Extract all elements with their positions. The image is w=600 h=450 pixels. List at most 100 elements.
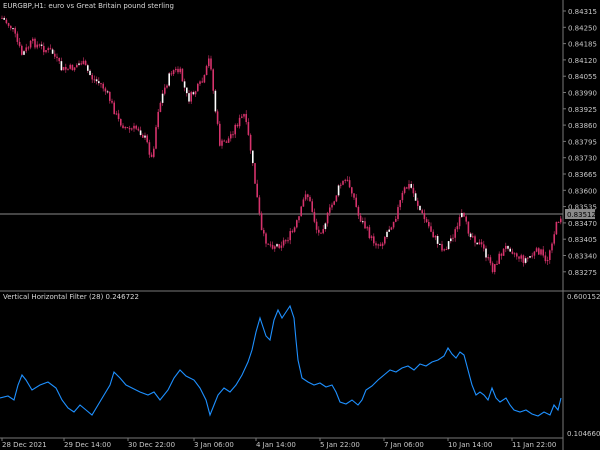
candle-body [304, 194, 307, 200]
candle-body [153, 148, 155, 157]
candle-body [249, 134, 252, 151]
candle-body [203, 74, 206, 83]
candle-body [454, 229, 456, 238]
time-tick-label: 30 Dec 22:00 [128, 441, 175, 449]
candle-body [461, 213, 463, 218]
candle-body [364, 221, 366, 229]
candle-body [476, 242, 478, 245]
candle-body [346, 179, 349, 181]
price-tick-label: 0.84120 [568, 57, 597, 65]
candle-body [540, 249, 542, 255]
candle-body [212, 69, 214, 91]
candle-body [269, 244, 272, 246]
chart-title: EURGBP,H1: euro vs Great Britain pound s… [3, 2, 174, 10]
candle-body [155, 127, 157, 149]
candle-body [214, 90, 217, 112]
candle-body [208, 58, 210, 67]
candle-body [199, 81, 201, 84]
candle-body [117, 113, 120, 120]
candle-body [14, 28, 16, 34]
candle-body [78, 63, 80, 65]
candle-body [54, 53, 56, 57]
candle-body [263, 230, 265, 234]
candle-body [505, 245, 507, 249]
candle-body [311, 201, 313, 212]
candle-body [82, 60, 85, 65]
time-tick-label: 10 Jan 14:00 [448, 441, 492, 449]
price-tick-label: 0.83535 [568, 204, 597, 212]
candle-body [216, 111, 219, 124]
candle-body [241, 116, 243, 118]
candle-body [359, 215, 362, 222]
candle-body [509, 248, 511, 252]
candle-body [307, 194, 309, 198]
candle-body [102, 83, 104, 89]
candle-body [546, 259, 549, 262]
candle-body [128, 128, 131, 130]
indicator-min-tick: 0.104660 [567, 430, 600, 438]
candle-body [137, 128, 140, 131]
candle-body [144, 135, 146, 138]
candle-body [507, 245, 509, 249]
candle-body [65, 67, 67, 70]
candle-body [236, 124, 239, 127]
price-tick-label: 0.83470 [568, 220, 597, 228]
candle-body [410, 184, 412, 188]
candle-body [375, 243, 377, 246]
candle-body [318, 229, 320, 233]
candle-body [25, 47, 27, 52]
candle-body [368, 227, 371, 239]
candle-body [483, 244, 485, 249]
candle-body [445, 249, 448, 251]
candle-body [348, 180, 351, 188]
candle-body [201, 81, 203, 83]
candle-body [472, 236, 474, 238]
candle-body [388, 229, 390, 232]
candle-body [84, 60, 87, 66]
price-tick-label: 0.83730 [568, 155, 597, 163]
candle-body [516, 253, 518, 257]
candle-body [36, 44, 38, 48]
candle-body [120, 119, 122, 126]
candle-body [197, 83, 199, 92]
candle-body [175, 68, 177, 71]
candle-body [260, 213, 263, 231]
candle-body [309, 197, 311, 202]
candle-body [524, 258, 527, 263]
candle-body [188, 93, 190, 102]
candle-body [432, 231, 434, 238]
candle-body [227, 138, 230, 143]
candle-body [95, 79, 98, 82]
time-tick-label: 4 Jan 14:00 [256, 441, 296, 449]
candle-body [551, 243, 553, 251]
candle-body [223, 140, 225, 142]
candle-body [351, 187, 353, 194]
candle-body [258, 197, 261, 214]
price-tick-label: 0.83275 [568, 269, 597, 277]
candle-body [485, 248, 487, 258]
candle-body [296, 220, 298, 228]
candle-body [337, 185, 340, 196]
candle-body [76, 64, 78, 68]
vhf-indicator-line [0, 304, 562, 417]
candle-body [557, 221, 560, 223]
candle-body [423, 213, 426, 220]
candle-body [403, 187, 406, 193]
candle-body [320, 232, 322, 234]
candle-body [401, 192, 404, 201]
candle-body [474, 236, 476, 243]
candle-body [370, 236, 373, 239]
price-tick-label: 0.83405 [568, 236, 597, 244]
candle-body [335, 195, 338, 202]
price-tick-label: 0.83990 [568, 90, 597, 98]
candle-body [300, 206, 302, 217]
candle-body [331, 204, 333, 208]
price-axis: 0.84315 0.84250 0.84185 0.84120 0.84055 0.839… [563, 8, 597, 277]
candle-body [219, 123, 221, 146]
candle-body [406, 187, 408, 189]
candle-body [500, 253, 503, 256]
candle-body [298, 216, 300, 221]
candle-body [179, 68, 181, 73]
candle-body [190, 92, 192, 102]
